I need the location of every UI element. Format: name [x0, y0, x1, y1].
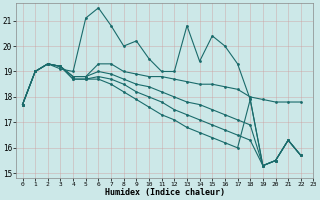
X-axis label: Humidex (Indice chaleur): Humidex (Indice chaleur) [105, 188, 225, 197]
